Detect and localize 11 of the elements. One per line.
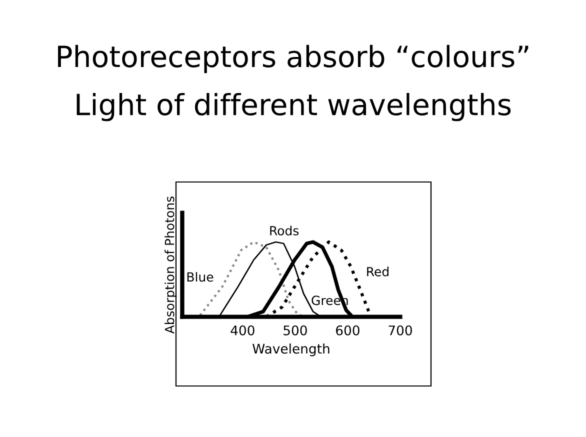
x-axis-title: Wavelength	[252, 343, 330, 356]
y-axis-title: Absorption of Photons	[164, 196, 177, 334]
x-tick-label: 400	[230, 325, 254, 336]
chart-title: Photoreceptors absorb “colours”	[58, 44, 528, 74]
series-label: Red	[367, 266, 388, 276]
x-tick-label: 500	[284, 325, 307, 336]
series-label: Blue	[187, 272, 214, 282]
x-tick-label: 600	[336, 325, 360, 336]
chart-subtitle: Light of different wavelengths	[76, 92, 511, 122]
series-label: Rods	[270, 226, 299, 236]
x-tick-label: 700	[388, 325, 412, 336]
